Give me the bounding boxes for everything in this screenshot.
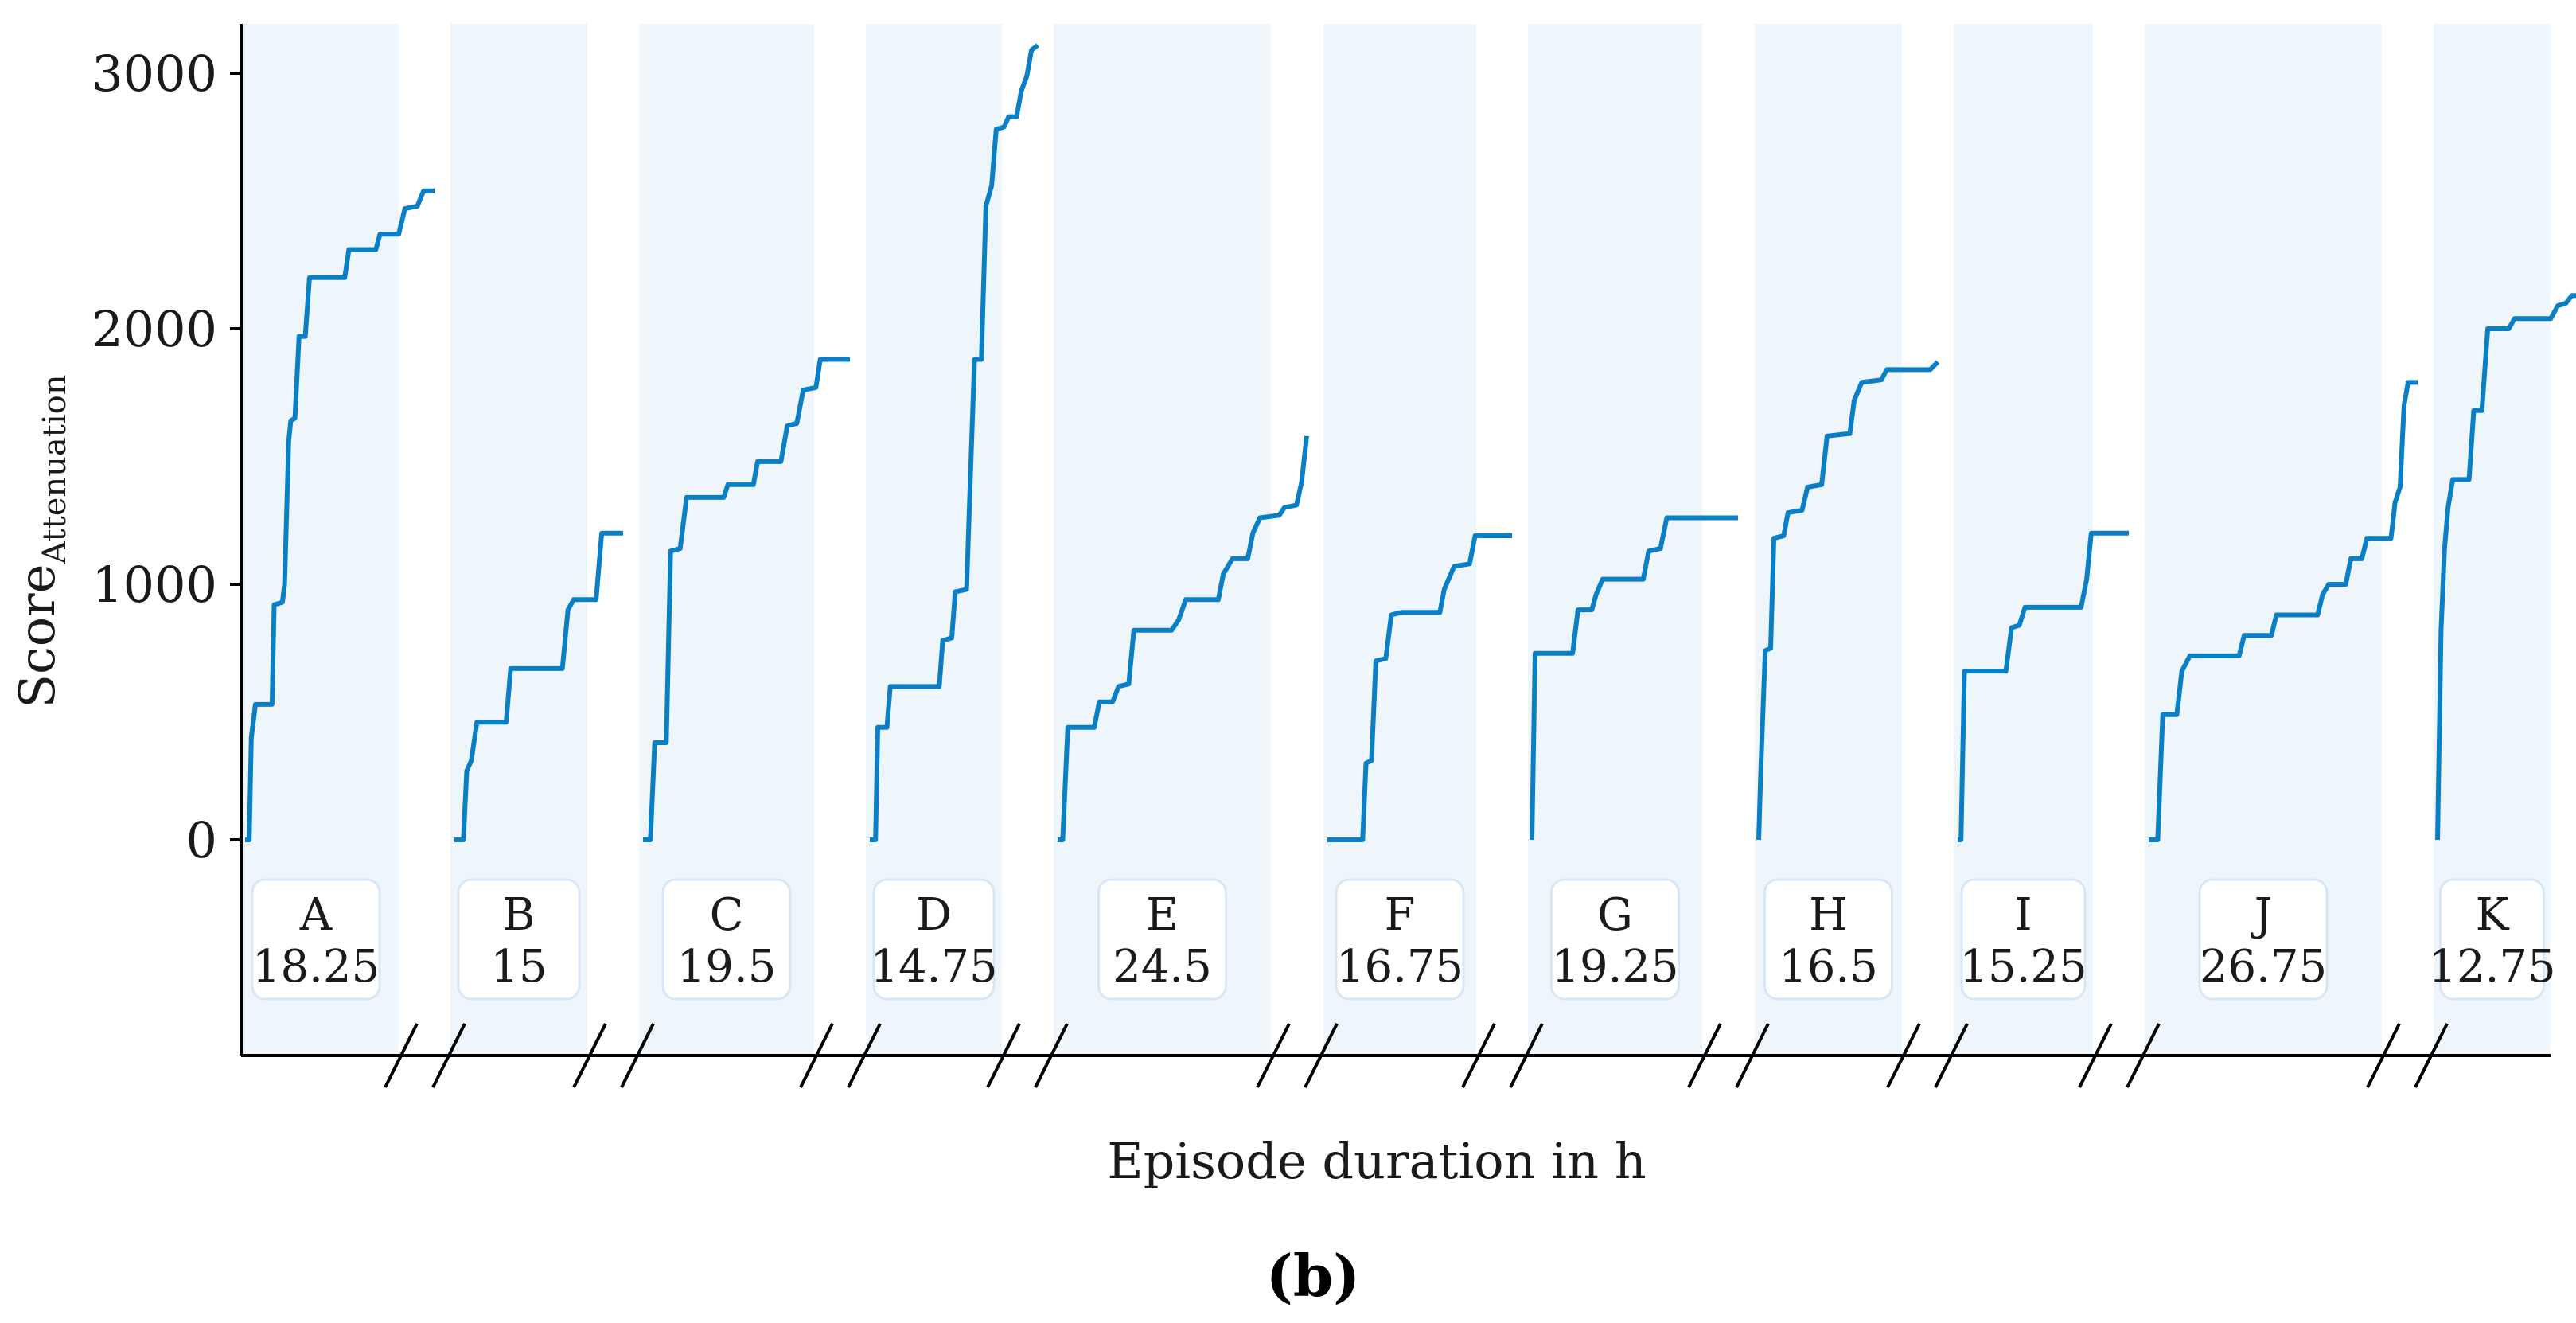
series-line-e xyxy=(1058,435,1309,842)
series-line-a xyxy=(245,188,435,842)
episode-name-label: G xyxy=(1597,889,1633,941)
axis-break-mark xyxy=(1034,1023,1069,1088)
y-tick-label: 3000 xyxy=(92,45,217,103)
x-axis-title: Episode duration in h xyxy=(1107,1132,1646,1190)
episode-label-box xyxy=(1550,878,1680,1001)
axis-break-mark xyxy=(384,1023,419,1088)
axis-break-mark xyxy=(1934,1023,1969,1088)
episode-name-label: A xyxy=(299,889,333,941)
series-line-h xyxy=(1756,360,1940,841)
axis-break-mark xyxy=(572,1023,607,1088)
episode-name-label: D xyxy=(916,889,952,941)
axis-break-mark xyxy=(620,1023,655,1088)
panel-label: (b) xyxy=(1266,1242,1360,1309)
axis-break-mark xyxy=(1509,1023,1544,1088)
axis-break-mark xyxy=(2366,1023,2401,1088)
axis-break-mark xyxy=(431,1023,466,1088)
y-tick-label: 1000 xyxy=(92,556,217,614)
y-tick-label: 0 xyxy=(186,811,217,869)
axis-break-mark xyxy=(1256,1023,1291,1088)
y-axis-title: ScoreAttenuation xyxy=(8,375,73,708)
episode-label-box xyxy=(457,878,581,1001)
episode-duration-label: 19.5 xyxy=(677,941,777,993)
episode-duration-label: 18.25 xyxy=(252,941,380,993)
series-line-b xyxy=(454,530,623,842)
axis-break-mark xyxy=(2126,1023,2161,1088)
episode-name-label: B xyxy=(502,889,535,941)
series-line-i xyxy=(1958,530,2129,842)
y-axis-title-subscript: Attenuation xyxy=(37,375,73,565)
episode-duration-label: 19.25 xyxy=(1551,941,1678,993)
episode-label-box xyxy=(2439,878,2545,1001)
episode-name-label: E xyxy=(1146,889,1179,941)
episode-duration-label: 15.25 xyxy=(1959,941,2087,993)
episode-duration-label: 14.75 xyxy=(870,941,997,993)
axis-break-mark xyxy=(1886,1023,1921,1088)
episode-name-label: J xyxy=(2251,889,2272,941)
episode-label-box xyxy=(872,878,996,1001)
episode-duration-label: 24.5 xyxy=(1113,941,1212,993)
episode-name-label: H xyxy=(1809,889,1848,941)
axis-break-mark xyxy=(847,1023,882,1088)
y-axis-title-main: Score xyxy=(8,564,66,708)
axis-break-mark xyxy=(1461,1023,1496,1088)
axis-break-mark xyxy=(2414,1023,2449,1088)
series-line-g xyxy=(1530,515,1738,841)
episode-duration-label: 15 xyxy=(490,941,547,993)
axis-break-mark xyxy=(986,1023,1021,1088)
episode-label-box xyxy=(1960,878,2087,1001)
episode-label-box xyxy=(1335,878,1465,1001)
axis-break-mark xyxy=(2078,1023,2113,1088)
episode-duration-label: 16.5 xyxy=(1779,941,1878,993)
series-line-c xyxy=(643,357,850,842)
axis-break-mark xyxy=(1304,1023,1339,1088)
episode-duration-label: 16.75 xyxy=(1336,941,1463,993)
episode-name-label: I xyxy=(2014,889,2032,941)
series-line-j xyxy=(2149,380,2418,842)
episode-label-box xyxy=(2198,878,2329,1001)
axis-break-mark xyxy=(1735,1023,1770,1088)
episode-label-box xyxy=(661,878,792,1001)
series-line-k xyxy=(2435,293,2576,841)
episode-label-box xyxy=(251,878,381,1001)
series-line-d xyxy=(870,43,1039,842)
axis-break-mark xyxy=(799,1023,834,1088)
axis-break-mark xyxy=(1687,1023,1722,1088)
episode-label-box xyxy=(1763,878,1893,1001)
episode-name-label: F xyxy=(1385,889,1416,941)
y-tick-label: 2000 xyxy=(92,300,217,358)
series-line-f xyxy=(1327,533,1512,842)
episode-duration-label: 26.75 xyxy=(2200,941,2327,993)
episode-duration-label: 12.75 xyxy=(2428,941,2555,993)
episode-name-label: K xyxy=(2476,889,2510,941)
episode-label-box xyxy=(1097,878,1227,1001)
episode-name-label: C xyxy=(710,889,744,941)
